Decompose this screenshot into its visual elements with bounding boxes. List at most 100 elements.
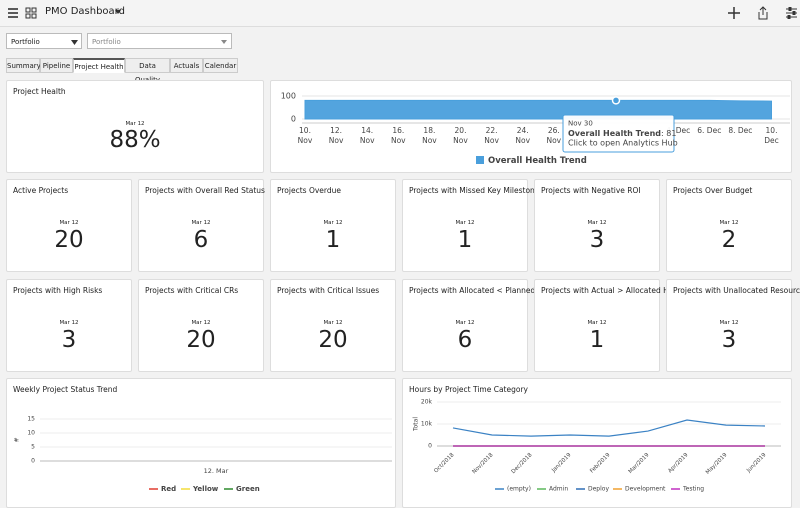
x-tick-label: 10. Nov	[298, 126, 313, 145]
apps-icon[interactable]	[25, 7, 37, 19]
kpi-card[interactable]: Projects with Negative ROI Mar 12 3	[534, 179, 660, 272]
tooltip-series: Overall Health Trend	[568, 129, 661, 138]
card-value: 3	[721, 327, 737, 353]
kpi-card[interactable]: Active Projects Mar 12 20	[6, 179, 132, 272]
tab[interactable]: Actuals	[170, 58, 203, 73]
legend-label: Testing	[682, 486, 704, 493]
x-tick-label-line: 20.	[455, 126, 467, 135]
legend-label: Overall Health Trend	[488, 156, 587, 166]
kpi-card[interactable]: Projects with Unallocated Resources Mar 1…	[666, 279, 800, 372]
x-tick-label: 10. Dec	[764, 126, 779, 145]
card-date: Mar 12	[455, 320, 475, 326]
kpi-card[interactable]: Projects Overdue Mar 12 1	[270, 179, 396, 272]
legend-label: Admin	[549, 486, 568, 493]
y-tick-label: 15	[27, 416, 35, 423]
chart-card: Hours by Project Time Category	[402, 378, 792, 508]
x-tick-label-line: Nov	[422, 136, 437, 145]
x-tick-label: Apr/2019	[667, 452, 690, 475]
x-tick-label: 4. Dec	[666, 126, 690, 135]
card-title: Hours by Project Time Category	[409, 385, 528, 394]
tooltip-value: 81	[666, 129, 676, 138]
kpi-card[interactable]: Project Health Mar 12 88%	[6, 80, 264, 173]
legend-label: (empty)	[507, 486, 531, 493]
x-tick-label-line: 22.	[486, 126, 498, 135]
legend-label: Development	[625, 486, 666, 493]
legend-label: Deploy	[588, 486, 609, 493]
x-tick-label: Jan/2019	[550, 452, 573, 475]
kpi-card[interactable]: Projects with Allocated < Planned Hrs Mar…	[402, 279, 550, 372]
area	[304, 99, 772, 120]
dropdown-caret[interactable]	[115, 10, 121, 14]
x-tick-label-line: 16.	[392, 126, 404, 135]
x-tick-label-line: 14.	[361, 126, 373, 135]
x-tick-label: 14. Nov	[360, 126, 375, 145]
x-tick-label: Dec/2018	[510, 452, 533, 475]
menu-icon[interactable]	[8, 8, 18, 18]
kpi-card[interactable]: Projects with High Risks Mar 12 3	[6, 279, 132, 372]
card-value: 20	[186, 327, 216, 353]
portfolio-select[interactable]: Portfolio	[6, 33, 82, 49]
tab[interactable]: Calendar	[203, 58, 238, 73]
x-tick-label-line: Nov	[546, 136, 561, 145]
x-tick-label-line: 10.	[299, 126, 311, 135]
header-icons	[8, 6, 797, 20]
y-tick-label: 20k	[421, 399, 433, 406]
card-value: 3	[61, 327, 77, 353]
x-tick-label: 16. Nov	[391, 126, 406, 145]
card-date: Mar 12	[719, 320, 739, 326]
x-tick-label-line: Nov	[453, 136, 468, 145]
x-tick-label: 12. Nov	[329, 126, 344, 145]
card-date: Mar 12	[59, 320, 79, 326]
legend-swatch	[476, 156, 484, 164]
kpi-card[interactable]: Projects with Overall Red Status Mar 12 6	[138, 179, 265, 272]
x-tick-label-line: Nov	[484, 136, 499, 145]
card-date: Mar 12	[59, 220, 79, 226]
x-tick-label: 18. Nov	[422, 126, 437, 145]
x-tick-label-line: Nov	[298, 136, 313, 145]
series-line	[452, 419, 766, 437]
hover-marker	[611, 96, 621, 105]
y-tick-label: 10k	[421, 421, 433, 428]
card-title: Projects with Negative ROI	[541, 186, 641, 195]
card-title: Projects with Actual > Allocated Hrs	[541, 286, 676, 295]
card-date: Mar 12	[191, 220, 211, 226]
card-value: 1	[589, 327, 605, 353]
card-date: Mar 12	[125, 121, 145, 127]
legend-label: Green	[236, 485, 260, 493]
y-tick-label: 0	[428, 443, 432, 450]
card-date: Mar 12	[191, 320, 211, 326]
tooltip-line: Overall Health Trend: 81	[568, 129, 676, 138]
kpi-card[interactable]: Projects with Actual > Allocated Hrs Mar …	[534, 279, 676, 372]
caret	[221, 40, 227, 44]
card-value: 3	[589, 227, 605, 253]
x-tick-label-line: 12.	[330, 126, 342, 135]
x-tick-label: 22. Nov	[484, 126, 499, 145]
card-title: Projects with Critical Issues	[277, 286, 380, 295]
kpi-card[interactable]: Projects with Critical CRs Mar 12 20	[138, 279, 264, 372]
tab[interactable]: Summary	[6, 58, 41, 73]
card-title: Projects with Allocated < Planned Hrs	[409, 286, 551, 295]
kpi-card[interactable]: Projects with Critical Issues Mar 12 20	[270, 279, 396, 372]
x-tick-label-line: Dec	[764, 136, 779, 145]
card-date: Mar 12	[719, 220, 739, 226]
dashboard-title[interactable]: PMO Dashboard	[45, 6, 125, 17]
settings-icon[interactable]	[786, 7, 797, 19]
card-value: 20	[54, 227, 84, 253]
y-tick-label: 0	[291, 115, 296, 124]
card-title: Projects with Overall Red Status	[145, 186, 265, 195]
card-title: Project Health	[13, 87, 66, 96]
legend-label: Red	[161, 485, 176, 493]
x-tick-label-line: 10.	[766, 126, 778, 135]
kpi-card[interactable]: Projects Over Budget Mar 12 2	[666, 179, 792, 272]
kpi-card[interactable]: Projects with Missed Key Milestones Mar 1…	[402, 179, 543, 272]
tab[interactable]: Project Health	[73, 58, 125, 73]
add-icon[interactable]	[728, 7, 740, 19]
card-title: Projects Over Budget	[673, 186, 753, 195]
portfolio-filter[interactable]: Portfolio	[87, 33, 232, 49]
tab[interactable]: Pipeline	[40, 58, 73, 73]
card-date: Mar 12	[455, 220, 475, 226]
card-title: Projects with Critical CRs	[145, 286, 239, 295]
share-icon[interactable]	[758, 6, 768, 20]
